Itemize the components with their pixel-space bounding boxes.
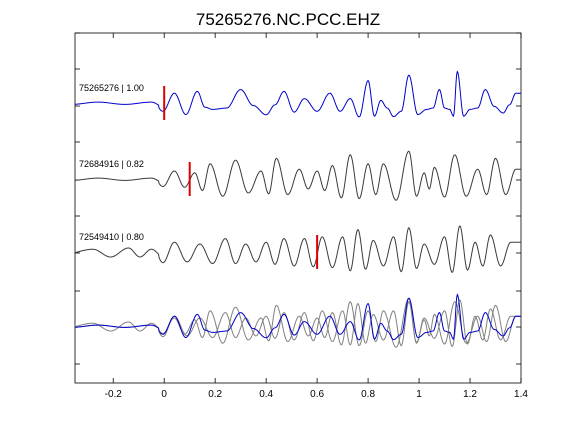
x-tick-label: 1.4 [514,389,528,400]
plot-frame [74,32,522,384]
trace-line [74,150,521,201]
trace-label: 72684916 | 0.82 [79,159,144,169]
x-tick-label: 0 [161,389,167,400]
x-tick-label: 1 [416,389,422,400]
plot-area: 75265276 | 1.00 72684916 | 0.82 72549410 |… [74,70,521,348]
x-tick-label: 0.4 [259,389,273,400]
trace-line [74,70,521,118]
trace-label: 72549410 | 0.80 [79,232,144,242]
chart-title: 75265276.NC.PCC.EHZ [196,10,380,29]
x-tick-label: -0.2 [105,389,123,400]
overlay-trace-line [74,299,521,348]
trace-line [74,225,521,274]
trace-label: 75265276 | 1.00 [79,83,144,93]
x-tick-label: 0.2 [208,389,222,400]
overlay-master-trace-line [74,293,521,341]
x-tick-label: 0.6 [310,389,324,400]
x-tick-label: 0.8 [361,389,375,400]
x-tick-label: 1.2 [463,389,477,400]
